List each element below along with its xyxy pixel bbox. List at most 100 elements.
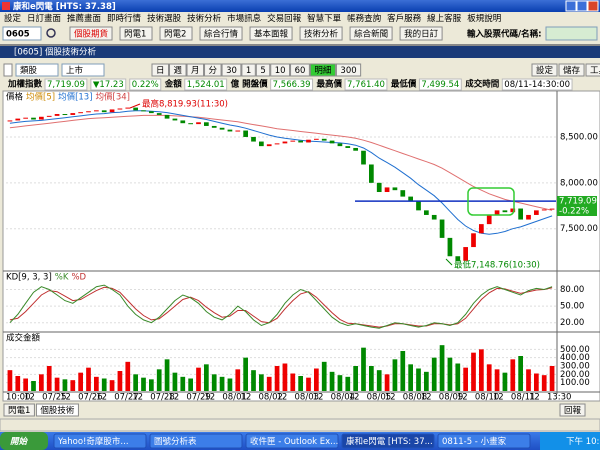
volume-bar bbox=[290, 373, 296, 391]
button[interactable] bbox=[559, 403, 586, 417]
task-item[interactable] bbox=[341, 433, 435, 449]
volume-bar bbox=[251, 370, 256, 391]
search-input[interactable] bbox=[545, 26, 598, 41]
candle bbox=[164, 114, 170, 119]
legend-item: 價格 bbox=[6, 92, 24, 103]
y-tick-label: 7,500.00 bbox=[560, 224, 598, 234]
button[interactable] bbox=[119, 26, 153, 41]
candle bbox=[329, 140, 335, 144]
select[interactable] bbox=[61, 63, 105, 77]
maximize-button[interactable] bbox=[576, 0, 588, 12]
button-label: 週 bbox=[174, 66, 183, 76]
candle bbox=[133, 107, 138, 111]
volume-bar bbox=[23, 378, 28, 391]
button[interactable] bbox=[299, 26, 343, 41]
volume-title: 成交金額 bbox=[6, 333, 41, 344]
legend-item: %D bbox=[71, 273, 86, 283]
button[interactable] bbox=[169, 63, 187, 77]
candle bbox=[259, 141, 264, 147]
button[interactable] bbox=[186, 63, 205, 77]
button-label: 300 bbox=[340, 66, 356, 76]
quote-label: 開盤價 bbox=[242, 79, 268, 90]
search-icon[interactable] bbox=[46, 28, 56, 38]
volume-bar bbox=[211, 374, 217, 391]
button[interactable] bbox=[151, 63, 170, 77]
candle bbox=[376, 182, 382, 193]
candle bbox=[70, 113, 76, 115]
button[interactable] bbox=[290, 63, 310, 77]
y-tick-label: 300.00 bbox=[560, 362, 590, 372]
y-tick-label: 8,000.00 bbox=[560, 178, 598, 188]
button[interactable] bbox=[159, 26, 193, 41]
button[interactable] bbox=[204, 63, 222, 77]
volume-bar bbox=[180, 376, 186, 391]
task-item[interactable] bbox=[437, 433, 531, 449]
button[interactable] bbox=[255, 63, 271, 77]
quote-value: ▼17.23 bbox=[93, 80, 124, 90]
button[interactable] bbox=[349, 26, 393, 41]
candle bbox=[408, 196, 413, 202]
candle bbox=[109, 109, 115, 113]
candle bbox=[439, 219, 445, 238]
x-tick-label: 12 bbox=[240, 393, 251, 403]
button[interactable] bbox=[585, 63, 600, 77]
task-label: 收件匣 - Outlook Ex... bbox=[250, 436, 338, 447]
button[interactable] bbox=[3, 403, 35, 417]
volume-bar bbox=[502, 372, 508, 391]
menu-item: 推薦畫面 bbox=[67, 13, 102, 24]
button[interactable] bbox=[309, 63, 336, 77]
candle bbox=[518, 208, 523, 220]
x-tick-label: 07/27 bbox=[114, 393, 138, 403]
candle bbox=[86, 111, 91, 113]
volume-bar bbox=[463, 367, 468, 391]
candle bbox=[298, 140, 303, 143]
candle bbox=[180, 120, 186, 124]
volume-bar bbox=[266, 376, 272, 391]
code-input[interactable] bbox=[2, 26, 42, 41]
button[interactable] bbox=[241, 63, 256, 77]
x-tick-label: 08/08 bbox=[403, 393, 428, 403]
button[interactable] bbox=[531, 63, 558, 77]
start-button[interactable] bbox=[0, 432, 48, 450]
candle bbox=[321, 138, 327, 141]
button-label: 個股技術 bbox=[40, 405, 75, 416]
x-tick-label: 12 bbox=[529, 393, 540, 403]
task-item[interactable] bbox=[53, 433, 147, 449]
undefined bbox=[9, 286, 553, 328]
quote-box bbox=[90, 78, 127, 91]
button[interactable] bbox=[399, 26, 443, 41]
button[interactable] bbox=[270, 63, 291, 77]
button[interactable] bbox=[335, 63, 362, 77]
quote-box bbox=[129, 78, 162, 91]
button[interactable] bbox=[249, 26, 293, 41]
button[interactable] bbox=[199, 26, 243, 41]
minimize-button[interactable] bbox=[565, 0, 577, 12]
volume-bar bbox=[7, 370, 13, 391]
volume-bar bbox=[31, 381, 36, 391]
button[interactable] bbox=[35, 403, 79, 417]
candle bbox=[431, 214, 437, 220]
volume-bar bbox=[196, 367, 201, 391]
app-icon bbox=[2, 2, 10, 10]
select[interactable] bbox=[15, 63, 59, 77]
task-item[interactable] bbox=[149, 433, 243, 449]
undefined bbox=[9, 114, 553, 211]
button-label: 1 bbox=[246, 66, 251, 76]
x-tick-label: 12 bbox=[349, 393, 360, 403]
button[interactable] bbox=[221, 63, 242, 77]
task-item[interactable] bbox=[245, 433, 339, 449]
button-label: 綜合行情 bbox=[204, 29, 239, 40]
candle bbox=[549, 208, 555, 210]
candle bbox=[15, 118, 21, 121]
button[interactable] bbox=[558, 63, 585, 77]
candle bbox=[78, 112, 83, 114]
task-label: 康和e閃電 [HTS: 37... bbox=[346, 436, 433, 447]
candle bbox=[463, 247, 468, 261]
y-tick-label: 20.00 bbox=[560, 318, 584, 328]
volume-bar bbox=[227, 378, 233, 391]
candle bbox=[23, 117, 28, 119]
play-button[interactable] bbox=[3, 63, 13, 77]
button[interactable] bbox=[69, 26, 113, 41]
close-button[interactable] bbox=[587, 0, 599, 12]
candle bbox=[172, 118, 178, 121]
